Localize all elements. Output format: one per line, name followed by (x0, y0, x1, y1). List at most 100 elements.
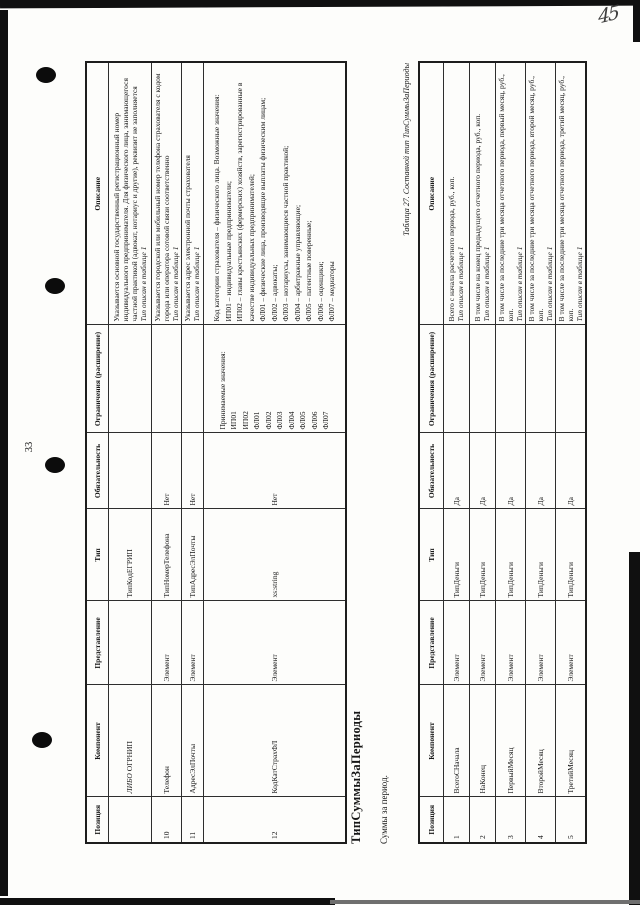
cell-description: Всего с начала расчетного периода, руб.,… (443, 62, 469, 325)
table-row: 11 АдресЭлПочты Элемент ТипАдресЭлПочты … (181, 62, 203, 843)
cell-description: Код категории страхователя – физического… (203, 62, 346, 325)
component-name: ОГРНИП (125, 741, 134, 772)
cell-description: В том числе на конец предыдущего отчетно… (469, 62, 495, 325)
cell-component: ПервыйМесяц (495, 685, 525, 797)
col-header-presentation: Представление (86, 601, 108, 685)
col-header-position: Позиция (419, 797, 443, 843)
cell-presentation: Элемент (151, 601, 181, 685)
cell-required: Да (525, 433, 555, 509)
table-row: 3 ПервыйМесяц Элемент ТипДеньги Да В том… (495, 62, 525, 843)
cell-presentation: Элемент (203, 601, 346, 685)
scan-edge-right (629, 552, 640, 905)
table-row: 1 ВсегоСНачала Элемент ТипДеньги Да Всег… (443, 62, 469, 843)
hole-punch-dot (45, 278, 65, 294)
schema-table-2: Позиция Компонент Представление Тип Обяз… (418, 61, 587, 844)
cell-description: В том числе за последние три месяца отче… (555, 62, 586, 325)
col-header-description: Описание (419, 62, 443, 325)
col-header-required: Обязательность (419, 433, 443, 509)
description-text: Всего с начала расчетного периода, руб.,… (447, 176, 456, 322)
cell-position: 4 (525, 797, 555, 843)
cell-type: ТипКодЕГРИП (108, 509, 151, 601)
cell-component: ВсегоСНачала (443, 685, 469, 797)
cell-position (108, 797, 151, 843)
section-title: ТипСуммыЗаПериоды (349, 710, 363, 844)
description-text: В том числе за последние три месяца отче… (526, 75, 545, 322)
cell-description: Указывается основной государственный рег… (108, 62, 151, 325)
cell-position: 11 (181, 797, 203, 843)
description-text: В том числе на конец предыдущего отчетно… (473, 113, 482, 322)
description-note: Тип описан в таблице 1 (138, 246, 148, 322)
col-header-presentation: Представление (419, 601, 443, 685)
cell-type: xs:string (203, 509, 346, 601)
scan-edge-corner (633, 0, 640, 42)
cell-component: ВторойМесяц (525, 685, 555, 797)
scan-edge-left (0, 10, 8, 896)
cell-component: АдресЭлПочты (181, 685, 203, 797)
table-row: 4 ВторойМесяц Элемент ТипДеньги Да В том… (525, 62, 555, 843)
cell-required: Нет (151, 433, 181, 509)
cell-required: Да (443, 433, 469, 509)
cell-description: В том числе за последние три месяца отче… (525, 62, 555, 325)
section-subtitle: Суммы за период. (379, 775, 389, 844)
description-text: Код категории страхователя – физического… (212, 82, 336, 322)
col-header-type: Тип (419, 509, 443, 601)
cell-component: КодКатСтрахФЛ (203, 685, 346, 797)
col-header-component: Компонент (86, 685, 108, 797)
cell-restrictions (108, 325, 151, 433)
cell-position: 12 (203, 797, 346, 843)
schema-table-1: Позиция Компонент Представление Тип Обяз… (85, 61, 347, 844)
printed-page-number: 33 (24, 441, 35, 453)
cell-component: ТретийМесяц (555, 685, 586, 797)
scan-edge-bottom-gray (330, 900, 640, 904)
hole-punch-dot (45, 457, 65, 473)
cell-type: ТипДеньги (555, 509, 586, 601)
table-header-row: Позиция Компонент Представление Тип Обяз… (86, 62, 108, 843)
cell-presentation: Элемент (469, 601, 495, 685)
description-note: Тип описан в таблице 1 (544, 246, 554, 322)
cell-restrictions (443, 325, 469, 433)
cell-required: Нет (181, 433, 203, 509)
cell-restrictions (495, 325, 525, 433)
cell-type: ТипНомерТелефона (151, 509, 181, 601)
hole-punch-dot (32, 732, 52, 748)
cell-presentation: Элемент (555, 601, 586, 685)
component-prefix: ЛИБО (125, 773, 134, 794)
col-header-restrictions: Ограничения (расширение) (86, 325, 108, 433)
description-text: Указывается адрес электронной почты стра… (183, 155, 192, 322)
description-note: Тип описан в таблице 1 (456, 246, 465, 322)
cell-type: ТипДеньги (443, 509, 469, 601)
table-row: 2 НаКонец Элемент ТипДеньги Да В том чис… (469, 62, 495, 843)
cell-position: 3 (495, 797, 525, 843)
cell-type: ТипДеньги (525, 509, 555, 601)
table-row: ЛИБО ОГРНИП ТипКодЕГРИП Указывается осно… (108, 62, 151, 843)
cell-position: 5 (555, 797, 586, 843)
cell-component: ЛИБО ОГРНИП (108, 685, 151, 797)
cell-type: ТипДеньги (469, 509, 495, 601)
table-header-row: Позиция Компонент Представление Тип Обяз… (419, 62, 443, 843)
cell-type: ТипДеньги (495, 509, 525, 601)
cell-presentation: Элемент (443, 601, 469, 685)
col-header-type: Тип (86, 509, 108, 601)
cell-position: 1 (443, 797, 469, 843)
scan-edge-bottom (0, 898, 335, 905)
cell-position: 2 (469, 797, 495, 843)
cell-description: В том числе за последние три месяца отче… (495, 62, 525, 325)
table-caption: Таблица 27. Составной тип ТипСуммыЗаПери… (402, 63, 411, 236)
cell-restrictions (151, 325, 181, 433)
table-row: 12 КодКатСтрахФЛ Элемент xs:string Нет П… (203, 62, 346, 843)
description-note: Тип описан в таблице 1 (170, 246, 180, 322)
col-header-position: Позиция (86, 797, 108, 843)
hole-punch-dot (36, 67, 56, 83)
cell-required: Да (469, 433, 495, 509)
description-note: Тип описан в таблице 1 (574, 246, 584, 322)
cell-required (108, 433, 151, 509)
cell-restrictions (555, 325, 586, 433)
table-row: 10 Телефон Элемент ТипНомерТелефона Нет … (151, 62, 181, 843)
cell-presentation (108, 601, 151, 685)
cell-restrictions (181, 325, 203, 433)
description-note: Тип описан в таблице 1 (192, 246, 201, 322)
col-header-required: Обязательность (86, 433, 108, 509)
cell-presentation: Элемент (525, 601, 555, 685)
description-note: Тип описан в таблице 1 (482, 246, 491, 322)
